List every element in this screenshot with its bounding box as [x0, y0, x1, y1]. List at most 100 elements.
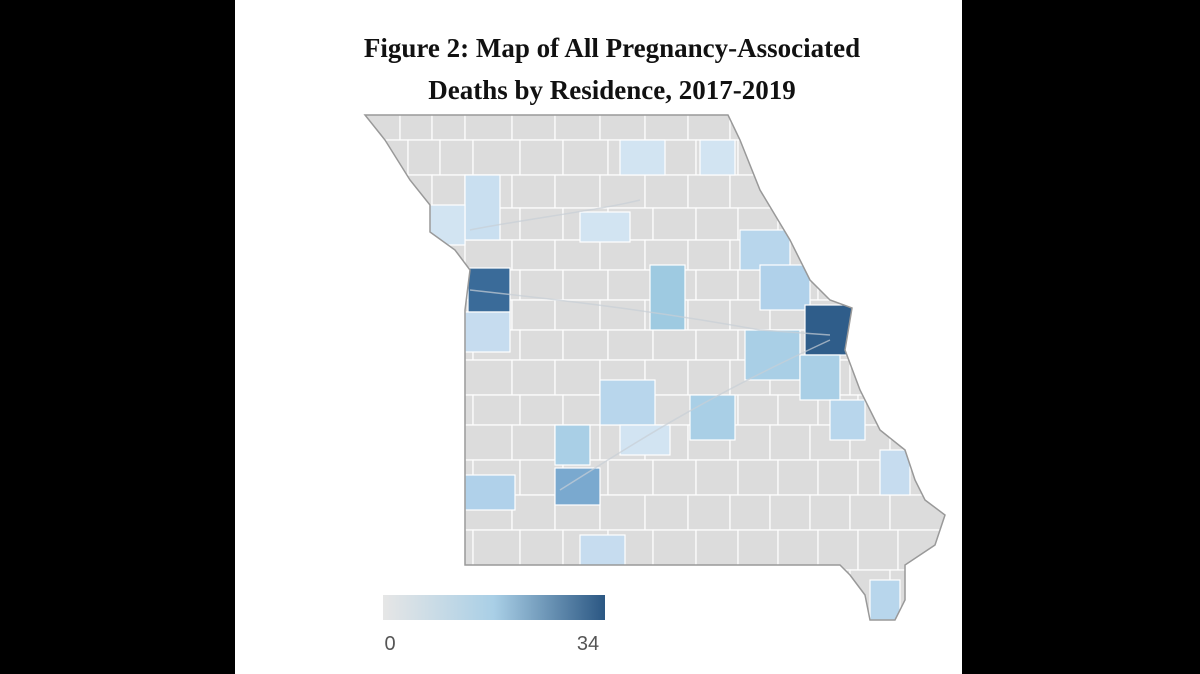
county: [607, 269, 654, 301]
county: [729, 494, 771, 531]
county: [619, 424, 671, 456]
legend-gradient: [383, 595, 605, 620]
title-line: Figure 2: Map of All Pregnancy-Associate…: [364, 33, 860, 63]
county: [519, 329, 564, 361]
county: [777, 529, 819, 571]
county: [554, 359, 601, 396]
county: [562, 329, 609, 361]
county: [519, 529, 564, 571]
county: [652, 207, 697, 241]
county: [599, 299, 646, 331]
state-outline: [363, 114, 946, 621]
county: [599, 494, 646, 531]
county: [777, 459, 819, 496]
county: [599, 115, 646, 141]
county: [511, 174, 556, 209]
county: [644, 494, 689, 531]
county: [464, 239, 513, 271]
county: [464, 359, 513, 396]
county: [744, 329, 801, 381]
county: [809, 494, 851, 531]
road: [469, 199, 641, 231]
county: [879, 449, 911, 496]
county: [464, 115, 513, 141]
county: [472, 394, 521, 426]
county: [464, 311, 511, 353]
county: [562, 269, 609, 301]
county: [695, 529, 739, 571]
county: [739, 229, 791, 271]
county: [644, 174, 689, 209]
county: [695, 269, 739, 301]
county: [769, 494, 811, 531]
county: [407, 139, 441, 176]
county: [829, 399, 866, 441]
county: [607, 329, 654, 361]
county: [554, 115, 601, 141]
county: [519, 269, 564, 301]
county: [519, 207, 564, 241]
county: [554, 239, 601, 271]
county: [687, 174, 731, 209]
county: [472, 139, 521, 176]
county: [695, 459, 739, 496]
county: [511, 239, 556, 271]
county: [759, 264, 811, 311]
county: [511, 299, 556, 331]
county: [849, 494, 891, 531]
county: [431, 115, 466, 141]
county: [687, 494, 731, 531]
county: [554, 467, 601, 506]
county: [817, 529, 859, 571]
county: [599, 239, 646, 271]
county: [519, 139, 564, 176]
county: [687, 299, 731, 331]
county: [649, 264, 686, 331]
county: [695, 329, 739, 361]
county: [439, 139, 474, 176]
county: [857, 529, 899, 571]
county: [554, 174, 601, 209]
county: [511, 424, 556, 461]
county: [799, 354, 841, 401]
county: [511, 494, 556, 531]
county: [652, 329, 697, 361]
county: [464, 424, 513, 461]
county: [817, 459, 859, 496]
county: [599, 379, 656, 426]
county: [737, 394, 779, 426]
county: [737, 529, 779, 571]
county: [695, 207, 739, 241]
county: [644, 115, 689, 141]
county: [464, 474, 516, 511]
county: [687, 359, 731, 396]
title-line: Deaths by Residence, 2017-2019: [428, 75, 795, 105]
county: [511, 359, 556, 396]
county: [699, 139, 736, 176]
county: [652, 529, 697, 571]
county: [869, 579, 901, 620]
county: [687, 239, 731, 271]
county: [511, 115, 556, 141]
county: [689, 394, 736, 441]
county: [769, 424, 811, 461]
legend-max: 34: [577, 633, 599, 655]
county: [579, 211, 631, 243]
county: [687, 115, 731, 141]
county: [619, 139, 666, 176]
county: [737, 459, 779, 496]
county: [579, 534, 626, 571]
county: [652, 459, 697, 496]
road: [559, 339, 831, 491]
county: [729, 424, 771, 461]
road: [469, 289, 831, 336]
county: [607, 459, 654, 496]
county: [472, 529, 521, 571]
county: [399, 115, 433, 141]
county: [519, 394, 564, 426]
county: [554, 424, 591, 466]
legend-min: 0: [384, 633, 395, 655]
county: [562, 139, 609, 176]
